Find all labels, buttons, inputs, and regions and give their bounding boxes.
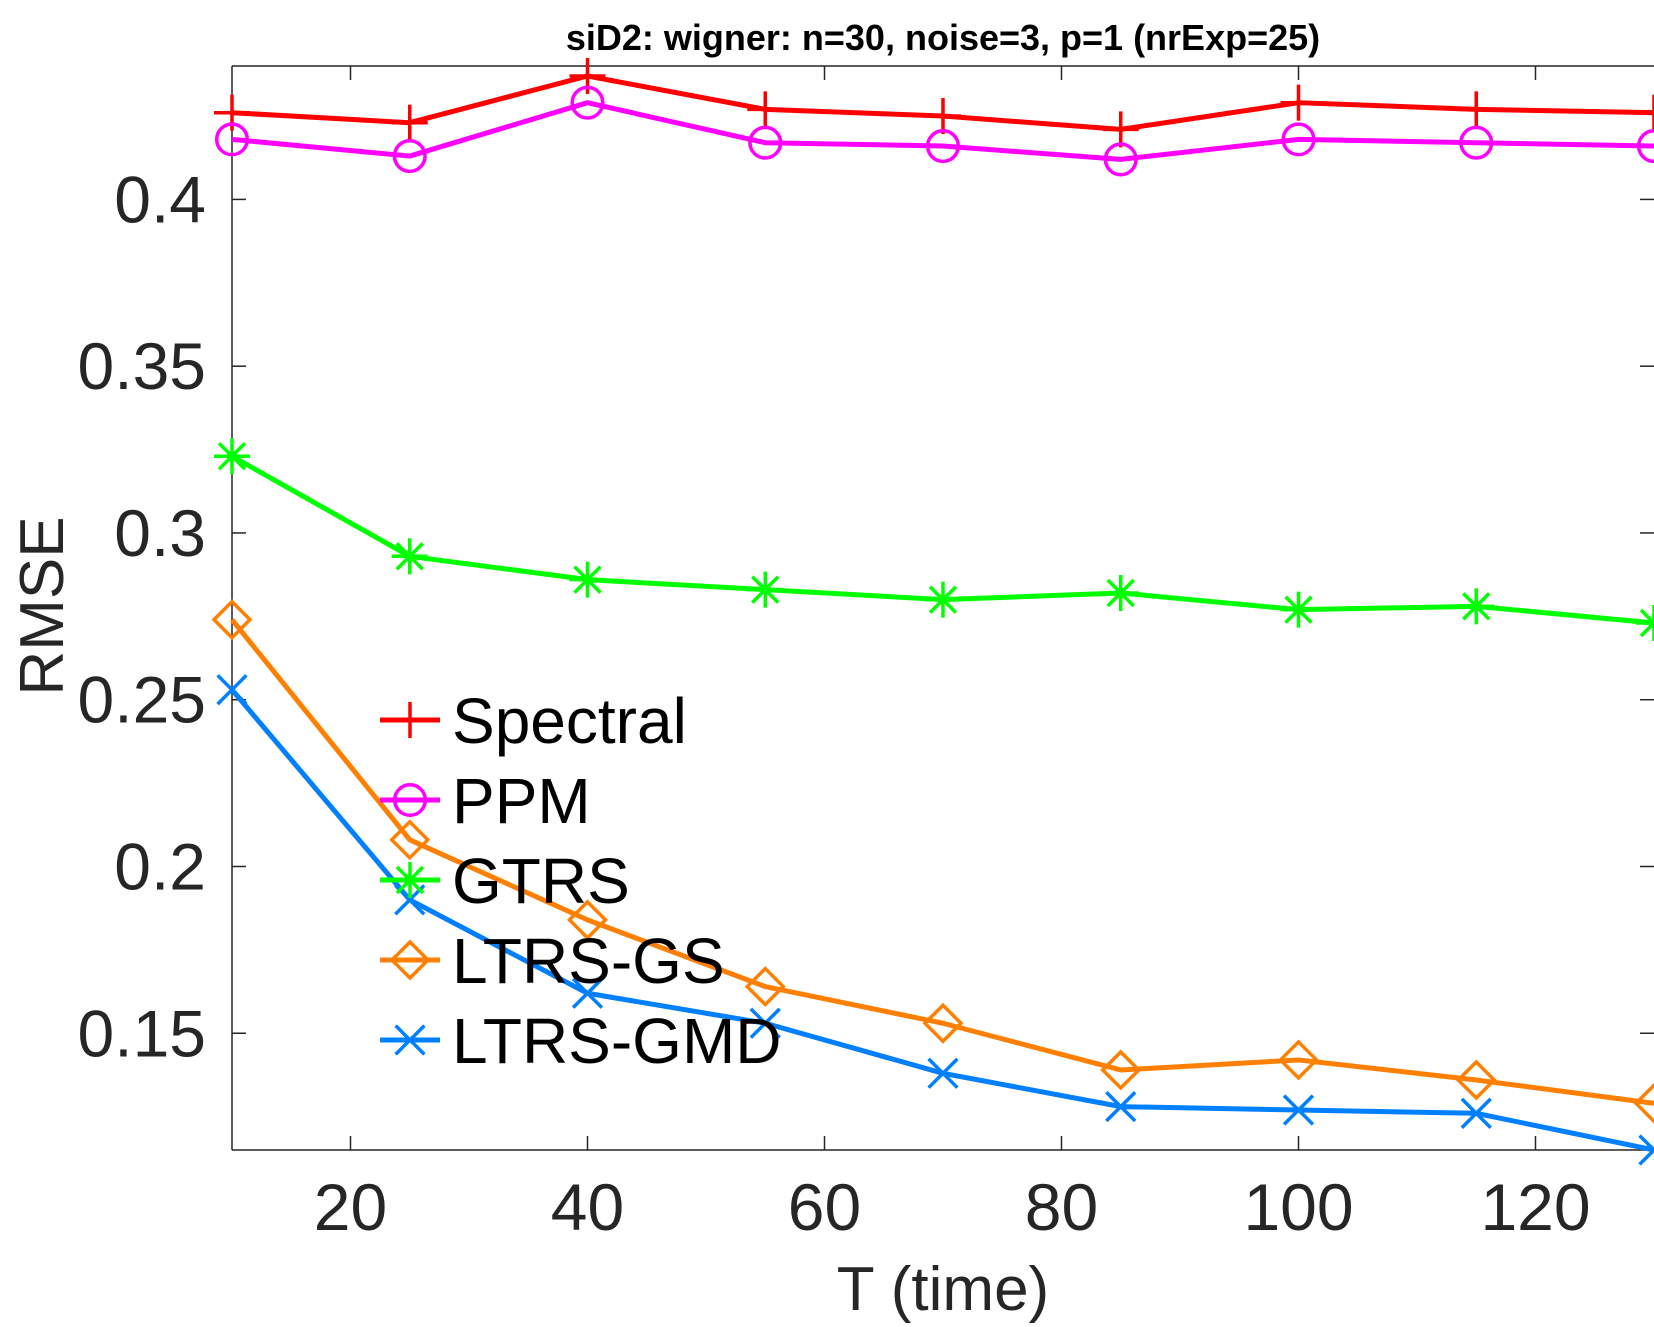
chart-title: siD2: wigner: n=30, noise=3, p=1 (nrExp=… (566, 17, 1320, 58)
data-point-ltrs-gmd (1460, 1097, 1492, 1129)
data-point-ltrs-gs (389, 819, 431, 861)
series-ltrs-gmd (216, 674, 1654, 1166)
data-point-spectral (391, 104, 428, 141)
y-tick-label: 0.2 (114, 829, 206, 903)
data-point-ppm (748, 125, 783, 160)
y-tick-label: 0.3 (114, 496, 206, 570)
legend-marker-gtrs (392, 862, 428, 898)
axes: 20 40 60 80 100 120 0.15 0.2 0.25 0.3 0.35 0.4 (78, 65, 1654, 1244)
data-point-gtrs (1102, 574, 1139, 611)
data-point-gtrs (214, 438, 250, 475)
y-axis-label: RMSE (8, 516, 77, 695)
series-ltrs-gs (211, 599, 1654, 1124)
series-line-ltrs-gmd (230, 688, 1654, 1153)
legend: Spectral PPM GTRS LTRS-GS LTRS-GMD (380, 685, 781, 1077)
data-point-gtrs (1636, 605, 1654, 642)
x-tick-label: 120 (1480, 1170, 1590, 1244)
data-point-spectral (1280, 84, 1317, 121)
data-point-spectral (925, 98, 961, 135)
x-tick-label: 60 (788, 1170, 861, 1244)
chart-text: siD2: wigner: n=30, noise=3, p=1 (nrExp=… (8, 17, 1320, 1324)
data-point-ltrs-gmd (1638, 1134, 1654, 1166)
legend-item-ppm: PPM (380, 765, 591, 837)
legend-item-ltrs-gmd: LTRS-GMD (380, 1005, 781, 1077)
data-point-ppm (1103, 142, 1138, 177)
y-tick-label: 0.25 (78, 663, 206, 737)
legend-label-ltrs-gmd: LTRS-GMD (452, 1005, 781, 1077)
legend-marker-ltrs-gmd (394, 1024, 426, 1056)
data-point-ltrs-gs (567, 899, 608, 941)
x-tick-label: 40 (551, 1170, 624, 1244)
series-line-ppm (231, 100, 1654, 162)
data-point-spectral (747, 91, 784, 128)
data-point-ltrs-gmd (1105, 1091, 1137, 1123)
data-point-ppm (1281, 122, 1316, 157)
series-layer (211, 58, 1654, 1166)
data-point-gtrs (925, 581, 961, 618)
data-point-ltrs-gs (922, 1002, 964, 1044)
data-point-ltrs-gmd (216, 674, 248, 706)
data-point-ltrs-gs (744, 966, 786, 1008)
y-tick-label: 0.4 (114, 162, 206, 236)
x-tick-label: 20 (314, 1170, 387, 1244)
x-tick-label: 80 (1025, 1170, 1098, 1244)
y-tick-label: 0.35 (78, 329, 206, 403)
legend-marker-spectral (392, 702, 428, 738)
data-point-ltrs-gmd (571, 977, 604, 1009)
data-point-ltrs-gmd (749, 1007, 781, 1039)
data-point-ltrs-gmd (1282, 1094, 1315, 1126)
legend-marker-ppm (392, 782, 428, 818)
legend-label-ltrs-gs: LTRS-GS (452, 925, 725, 997)
data-point-spectral (1102, 111, 1139, 148)
data-point-gtrs (1458, 588, 1495, 625)
data-point-ltrs-gs (1633, 1082, 1654, 1124)
x-tick-label: 100 (1243, 1170, 1353, 1244)
legend-label-gtrs: GTRS (452, 845, 630, 917)
data-point-ppm (570, 85, 605, 120)
data-point-ppm (392, 139, 427, 174)
series-spectral (214, 58, 1654, 148)
legend-marker-ltrs-gs (389, 939, 431, 981)
x-axis-label: T (time) (837, 1255, 1049, 1324)
data-point-ltrs-gs (1278, 1039, 1319, 1081)
data-point-ltrs-gmd (927, 1057, 959, 1089)
data-point-spectral (1458, 91, 1495, 128)
data-point-ltrs-gs (1455, 1059, 1497, 1101)
legend-item-spectral: Spectral (380, 685, 687, 757)
legend-item-ltrs-gs: LTRS-GS (380, 925, 725, 997)
data-point-ppm (925, 128, 961, 164)
data-point-ppm (214, 122, 250, 157)
series-gtrs (214, 438, 1654, 642)
data-point-gtrs (391, 538, 428, 575)
data-point-gtrs (747, 571, 784, 608)
series-line-ltrs-gs (230, 618, 1654, 1106)
data-point-spectral (1636, 94, 1654, 131)
legend-label-ppm: PPM (452, 765, 591, 837)
data-point-ltrs-gs (211, 599, 253, 641)
legend-label-spectral: Spectral (452, 685, 687, 757)
data-point-gtrs (1280, 591, 1317, 628)
data-point-ppm (1459, 125, 1494, 160)
data-point-gtrs (569, 561, 606, 598)
legend-item-gtrs: GTRS (380, 845, 630, 917)
series-ppm (214, 85, 1654, 177)
data-point-ltrs-gs (1100, 1049, 1142, 1091)
y-tick-label: 0.15 (78, 996, 206, 1070)
